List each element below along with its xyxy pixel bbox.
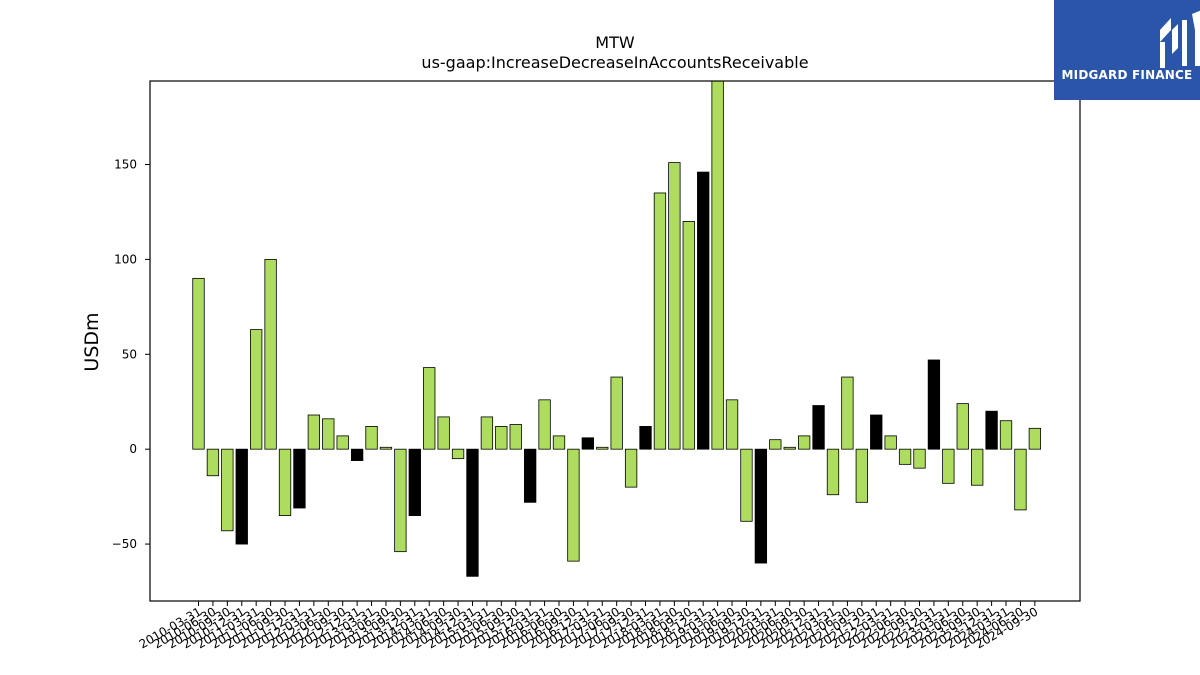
bar-2011-03-31 bbox=[250, 329, 263, 450]
bar-2019-12-31 bbox=[754, 448, 768, 564]
y-axis-label: USDm bbox=[81, 312, 103, 371]
x-axis-ticks: 2010-03-312010-06-302010-09-302010-12-31… bbox=[137, 601, 1040, 651]
bar-2020-12-31 bbox=[812, 405, 825, 450]
y-tick-label: 0 bbox=[129, 442, 137, 456]
bar-2024-06-30 bbox=[1014, 448, 1027, 511]
bar-2023-12-31 bbox=[985, 410, 998, 450]
bar-2010-09-30 bbox=[221, 448, 234, 532]
bar-2013-06-30 bbox=[379, 446, 393, 450]
bar-2023-03-31 bbox=[942, 448, 955, 484]
bar-2022-03-31 bbox=[884, 435, 897, 450]
bar-2016-03-31 bbox=[538, 399, 551, 450]
bar-2010-06-30 bbox=[206, 448, 220, 477]
bar-2024-03-31 bbox=[999, 420, 1013, 450]
bar-2014-03-31 bbox=[423, 367, 436, 450]
bar-2019-09-30 bbox=[740, 448, 753, 522]
bar-2021-12-31 bbox=[870, 414, 883, 450]
y-tick-label: 150 bbox=[114, 158, 137, 172]
bar-2015-09-30 bbox=[509, 424, 522, 450]
bar-2013-09-30 bbox=[394, 448, 407, 553]
bar-2021-06-30 bbox=[841, 376, 854, 450]
bar-2018-03-31 bbox=[653, 192, 667, 450]
bar-2011-09-30 bbox=[278, 448, 292, 516]
bar-2012-09-30 bbox=[336, 435, 349, 450]
bar-2010-03-31 bbox=[192, 277, 205, 450]
bar-2014-06-30 bbox=[437, 416, 450, 450]
chart-subtitle: us-gaap:IncreaseDecreaseInAccountsReceiv… bbox=[421, 53, 808, 72]
bar-2012-06-30 bbox=[322, 418, 335, 450]
bar-2017-03-31 bbox=[596, 446, 609, 450]
bar-2014-09-30 bbox=[451, 448, 465, 460]
y-tick-label: 50 bbox=[122, 347, 137, 361]
bar-2016-09-30 bbox=[567, 448, 580, 562]
brand-name: MIDGARD FINANCE bbox=[1061, 68, 1193, 82]
bar-2024-09-30 bbox=[1028, 427, 1042, 450]
bar-2012-03-31 bbox=[307, 414, 321, 450]
bar-2022-09-30 bbox=[913, 448, 926, 469]
bar-2018-12-31 bbox=[697, 171, 710, 450]
bars-group bbox=[192, 80, 1042, 577]
bar-2017-12-31 bbox=[639, 425, 652, 450]
bar-2022-06-30 bbox=[898, 448, 912, 465]
bar-2018-09-30 bbox=[682, 221, 695, 450]
bar-2021-03-31 bbox=[826, 448, 840, 496]
bar-2013-03-31 bbox=[365, 425, 378, 450]
bar-2012-12-31 bbox=[350, 448, 364, 461]
chart-title: MTW bbox=[595, 33, 635, 52]
bar-2018-06-30 bbox=[668, 162, 681, 450]
y-axis-ticks: −50 0 50 100 150 bbox=[112, 158, 150, 551]
bar-2020-03-31 bbox=[769, 439, 782, 450]
bar-2022-12-31 bbox=[927, 359, 941, 450]
bar-2019-03-31 bbox=[711, 80, 724, 450]
bar-2017-06-30 bbox=[610, 376, 623, 450]
bar-2017-09-30 bbox=[624, 448, 638, 488]
y-tick-label: 100 bbox=[114, 252, 137, 266]
bar-2016-12-31 bbox=[581, 437, 594, 450]
bar-2020-09-30 bbox=[797, 435, 811, 450]
bar-2021-09-30 bbox=[855, 448, 868, 503]
bar-2011-06-30 bbox=[264, 258, 277, 450]
bar-2015-06-30 bbox=[495, 425, 508, 450]
bar-2019-06-30 bbox=[725, 399, 739, 450]
mh-monogram-icon bbox=[1160, 10, 1200, 68]
bar-2020-06-30 bbox=[783, 446, 796, 450]
brand-logo: MIDGARD FINANCE bbox=[1054, 0, 1200, 100]
bar-2023-09-30 bbox=[971, 448, 984, 486]
bar-2015-12-31 bbox=[524, 448, 537, 503]
bar-2023-06-30 bbox=[956, 403, 969, 450]
y-tick-label: −50 bbox=[112, 537, 137, 551]
bar-2016-06-30 bbox=[552, 435, 566, 450]
bar-2014-12-31 bbox=[466, 448, 479, 577]
bar-2013-12-31 bbox=[408, 448, 421, 516]
bar-2010-12-31 bbox=[235, 448, 248, 545]
bar-2015-03-31 bbox=[480, 416, 494, 450]
bar-2011-12-31 bbox=[293, 448, 306, 509]
plot-frame bbox=[149, 80, 1081, 602]
